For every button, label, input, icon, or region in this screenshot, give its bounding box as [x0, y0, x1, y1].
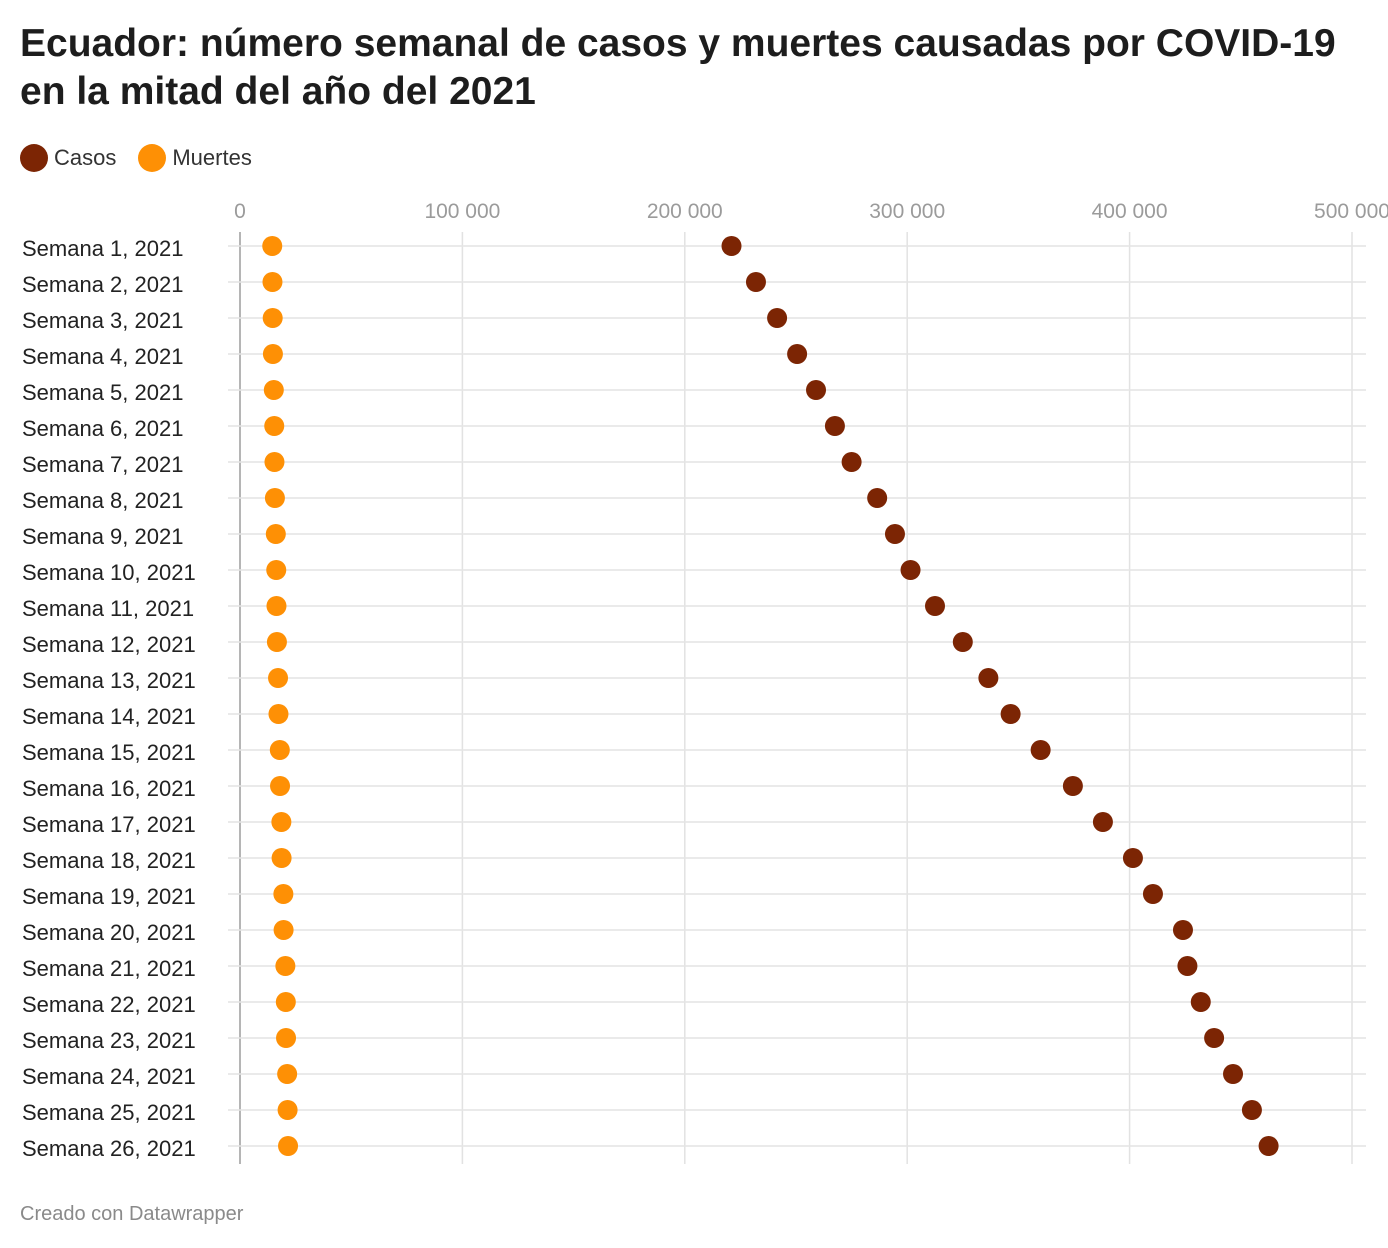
- dot-casos: [1142, 884, 1163, 904]
- row-label: Semana 8, 2021: [22, 488, 183, 513]
- row-label: Semana 15, 2021: [22, 740, 196, 765]
- dot-casos: [1092, 812, 1113, 832]
- dot-casos: [1241, 1100, 1262, 1120]
- dot-casos: [925, 596, 945, 616]
- row-label: Semana 1, 2021: [22, 236, 183, 261]
- dot-muertes: [262, 344, 283, 364]
- row-label: Semana 22, 2021: [22, 992, 196, 1017]
- dot-muertes: [270, 776, 291, 796]
- data-points: [262, 236, 1279, 1156]
- legend-label-muertes: Muertes: [172, 145, 252, 170]
- row-label: Semana 23, 2021: [22, 1028, 196, 1053]
- dot-muertes: [262, 272, 283, 292]
- legend-item-muertes: Muertes: [138, 144, 252, 172]
- row-label: Semana 14, 2021: [22, 704, 196, 729]
- row-label: Semana 21, 2021: [22, 956, 196, 981]
- dot-muertes: [275, 956, 296, 976]
- dot-muertes: [266, 560, 287, 580]
- dot-casos: [978, 668, 999, 688]
- row-label: Semana 17, 2021: [22, 812, 196, 837]
- dot-casos: [1172, 920, 1193, 940]
- dot-casos: [1000, 704, 1021, 724]
- row-label: Semana 7, 2021: [22, 452, 183, 477]
- row-labels: Semana 1, 2021 Semana 2, 2021 Semana 3, 20…: [22, 236, 196, 1161]
- dot-plot-chart: 0 100 000 200 000 300 000 400 000 500 000 Sem…: [22, 200, 1388, 1164]
- legend-item-casos: Casos: [20, 144, 116, 172]
- row-label: Semana 10, 2021: [22, 560, 196, 585]
- row-label: Semana 9, 2021: [22, 524, 183, 549]
- row-label: Semana 12, 2021: [22, 632, 196, 657]
- dot-muertes: [264, 488, 285, 508]
- dot-muertes: [268, 668, 289, 688]
- dot-muertes: [265, 524, 286, 544]
- dot-casos: [1177, 956, 1198, 976]
- dot-muertes: [276, 1028, 297, 1048]
- row-label: Semana 11, 2021: [22, 596, 194, 621]
- dot-casos: [806, 380, 827, 400]
- row-label: Semana 13, 2021: [22, 668, 196, 693]
- row-label: Semana 4, 2021: [22, 344, 183, 369]
- row-label: Semana 18, 2021: [22, 848, 196, 873]
- grid-layer: [228, 232, 1366, 1164]
- x-tick-label: 500 000: [1314, 200, 1388, 223]
- dot-muertes: [275, 992, 296, 1012]
- dot-muertes: [277, 1064, 298, 1084]
- dot-muertes: [277, 1100, 298, 1120]
- dot-muertes: [263, 380, 284, 400]
- dot-muertes: [278, 1136, 299, 1156]
- dot-muertes: [269, 740, 290, 760]
- dot-casos: [867, 488, 888, 508]
- row-label: Semana 2, 2021: [22, 272, 183, 297]
- footer-credit: Creado con Datawrapper: [20, 1203, 244, 1225]
- dot-casos: [824, 416, 845, 436]
- x-axis: 0 100 000 200 000 300 000 400 000 500 000: [234, 200, 1388, 223]
- dot-muertes: [266, 596, 287, 616]
- row-label: Semana 16, 2021: [22, 776, 196, 801]
- dot-casos: [767, 308, 788, 328]
- dot-muertes: [271, 812, 292, 832]
- dot-casos: [787, 344, 808, 364]
- legend: Casos Muertes: [20, 142, 274, 174]
- row-label: Semana 3, 2021: [22, 308, 183, 333]
- dot-muertes: [262, 308, 283, 328]
- dot-muertes: [264, 416, 285, 436]
- dot-casos: [841, 452, 862, 472]
- row-label: Semana 26, 2021: [22, 1136, 196, 1161]
- row-label: Semana 24, 2021: [22, 1064, 196, 1089]
- dot-casos: [745, 272, 766, 292]
- dot-muertes: [271, 848, 292, 868]
- legend-swatch-casos: [20, 144, 48, 172]
- row-label: Semana 6, 2021: [22, 416, 183, 441]
- row-label: Semana 20, 2021: [22, 920, 196, 945]
- row-label: Semana 19, 2021: [22, 884, 196, 909]
- dot-casos: [1204, 1028, 1225, 1048]
- dot-casos: [952, 632, 973, 652]
- dot-casos: [1030, 740, 1051, 760]
- dot-muertes: [266, 632, 287, 652]
- dot-casos: [1190, 992, 1211, 1012]
- row-label: Semana 25, 2021: [22, 1100, 196, 1125]
- dot-casos: [1122, 848, 1143, 868]
- x-tick-label: 300 000: [869, 200, 945, 223]
- dot-casos: [1062, 776, 1083, 796]
- dot-muertes: [262, 236, 283, 256]
- x-tick-label: 400 000: [1092, 200, 1168, 223]
- chart-title: Ecuador: número semanal de casos y muert…: [20, 22, 1336, 113]
- dot-casos: [1258, 1136, 1279, 1156]
- x-tick-label: 100 000: [424, 200, 500, 223]
- dot-muertes: [264, 452, 285, 472]
- dot-muertes: [273, 920, 294, 940]
- legend-swatch-muertes: [138, 144, 167, 172]
- x-tick-label: 200 000: [647, 200, 723, 223]
- legend-label-casos: Casos: [54, 145, 117, 170]
- dot-casos: [1223, 1064, 1244, 1084]
- dot-muertes: [268, 704, 289, 724]
- dot-casos: [884, 524, 905, 544]
- x-tick-label: 0: [234, 200, 246, 223]
- row-label: Semana 5, 2021: [22, 380, 183, 405]
- dot-casos: [900, 560, 921, 580]
- dot-casos: [721, 236, 742, 256]
- dot-muertes: [273, 884, 294, 904]
